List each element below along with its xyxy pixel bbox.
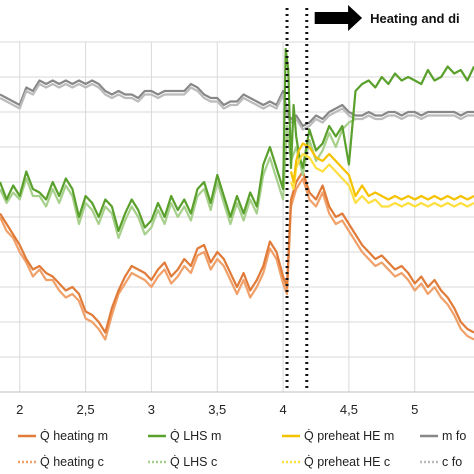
x-tick-label: 4,5	[340, 402, 358, 417]
x-tick-label: 2,5	[77, 402, 95, 417]
legend: Q̇ heating m Q̇ LHS m Q̇ preheat HE m m fo Q…	[18, 429, 466, 469]
x-tick-label: 2	[16, 402, 23, 417]
series-line	[0, 170, 474, 334]
legend-label: Q̇ LHS m	[170, 429, 221, 443]
legend-label: m fo	[442, 429, 466, 443]
series-line	[289, 152, 474, 208]
grid	[0, 41, 474, 393]
series-line	[0, 47, 474, 233]
series-line	[0, 118, 357, 240]
legend-label: c fo	[442, 455, 462, 469]
x-tick-label: 3	[148, 402, 155, 417]
x-tick-labels: 2 2,5 3 3,5 4 4,5 5	[16, 402, 418, 417]
annotation: Heating and di	[314, 5, 460, 31]
x-tick-label: 3,5	[208, 402, 226, 417]
series-line	[289, 142, 474, 201]
legend-label: Q̇ preheat HE m	[304, 429, 394, 443]
vertical-markers	[285, 8, 309, 392]
legend-label: Q̇ preheat HE c	[304, 455, 390, 469]
legend-label: Q̇ heating m	[40, 429, 108, 443]
legend-label: Q̇ heating c	[40, 455, 104, 469]
legend-label: Q̇ LHS c	[170, 455, 217, 469]
series-line	[0, 79, 474, 128]
annotation-text: Heating and di	[370, 11, 460, 26]
annotation-arrow	[314, 5, 363, 31]
series-lines	[0, 47, 474, 341]
x-tick-label: 4	[279, 402, 286, 417]
series-line	[0, 82, 474, 131]
x-tick-label: 5	[411, 402, 418, 417]
series-line	[0, 177, 474, 341]
